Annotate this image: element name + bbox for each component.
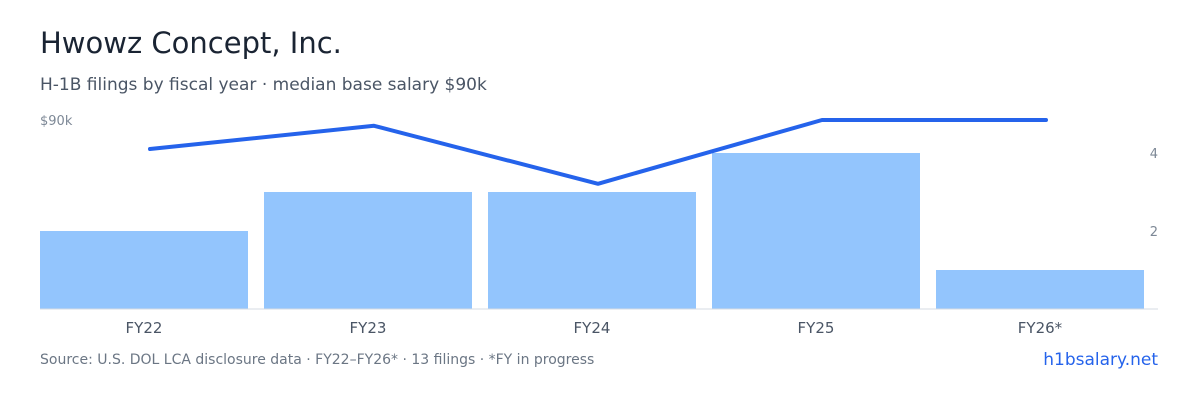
category-label: FY24 <box>574 319 611 337</box>
left-tick-label: $90k <box>40 114 73 129</box>
bar-fy23[interactable] <box>264 192 472 309</box>
salary-line <box>148 118 1048 186</box>
category-label: FY23 <box>350 319 387 337</box>
chart-subtitle: H-1B filings by fiscal year · median bas… <box>40 75 487 95</box>
category-label: FY26* <box>1018 319 1063 337</box>
category-labels: FY22 FY23 FY24 FY25 FY26* <box>126 319 1063 337</box>
source-note: Source: U.S. DOL LCA disclosure data · F… <box>40 352 595 368</box>
bar-fy24[interactable] <box>488 192 696 309</box>
category-label: FY25 <box>798 319 835 337</box>
brand-link[interactable]: h1bsalary.net <box>1043 350 1158 370</box>
right-tick-label: 2 <box>1150 225 1158 240</box>
category-label: FY22 <box>126 319 163 337</box>
bar-fy26-partial[interactable] <box>936 270 1144 309</box>
right-tick-label: 4 <box>1150 147 1158 162</box>
chart-title: Hwowz Concept, Inc. <box>40 26 342 60</box>
bars-layer <box>40 153 1144 309</box>
right-axis-ticks: 24 <box>1150 147 1158 240</box>
bar-fy25[interactable] <box>712 153 920 309</box>
bar-fy22[interactable] <box>40 231 248 309</box>
left-axis-ticks: $90k <box>40 114 73 129</box>
